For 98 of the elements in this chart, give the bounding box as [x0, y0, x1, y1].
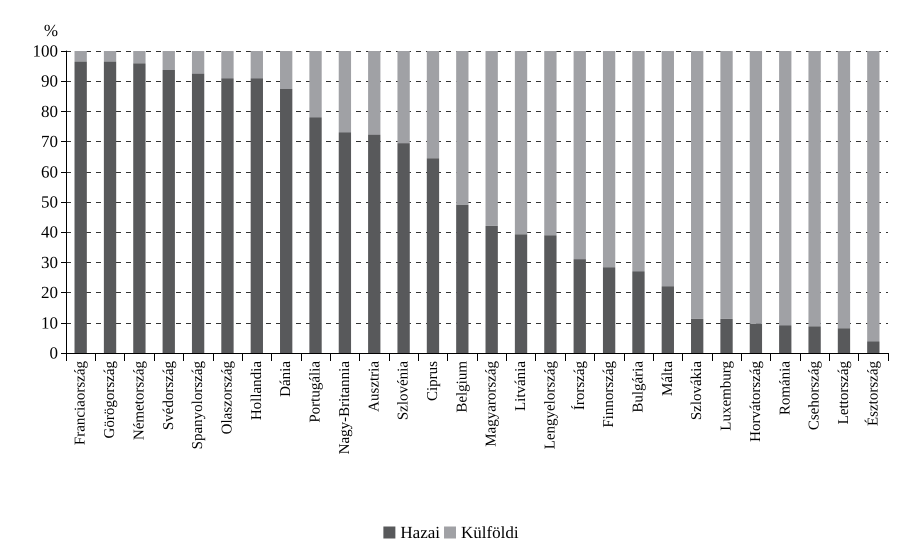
y-tick-label: 50: [41, 192, 58, 212]
x-tick-label: Magyarország: [484, 360, 500, 447]
x-tick-label: Románia: [777, 360, 794, 416]
bar: [691, 318, 704, 353]
x-tick-label: Franciaország: [72, 360, 89, 446]
bar: [779, 326, 792, 353]
x-tick-label: Németország: [131, 360, 148, 440]
x-tick-label: Ciprus: [424, 360, 441, 402]
x-tick-label: Litvánia: [513, 360, 530, 411]
x-tick-label: Szlovákia: [689, 360, 706, 420]
bar: [514, 234, 528, 353]
y-tick-label: 10: [41, 313, 58, 332]
bar: [397, 51, 410, 144]
x-tick-label: Nagy-Britannia: [336, 360, 353, 454]
y-tick-label: 80: [41, 102, 58, 121]
bar: [750, 324, 762, 353]
bar: [280, 51, 292, 90]
x-tick-label: Finnország: [601, 360, 618, 428]
bar: [104, 51, 116, 62]
bar: [456, 51, 468, 205]
bar: [192, 51, 204, 74]
bar: [162, 70, 175, 353]
bar: [133, 51, 146, 64]
bar: [426, 158, 440, 353]
x-tick-label: Szlovénia: [396, 360, 412, 420]
x-tick-label: Észtország: [864, 360, 882, 426]
bar: [750, 51, 762, 324]
bar: [221, 78, 234, 353]
bar: [74, 51, 87, 62]
x-tick-label: Ausztria: [366, 360, 382, 412]
x-tick-label: Spanyolország: [190, 360, 206, 450]
bar: [397, 143, 410, 353]
bar: [544, 235, 557, 353]
bar: [779, 51, 792, 326]
bar: [602, 51, 616, 268]
bar: [514, 51, 528, 234]
x-tick-label: Olaszország: [219, 360, 236, 434]
bar: [632, 51, 645, 272]
bar: [338, 132, 352, 353]
bar: [720, 318, 733, 353]
x-tick-label: Lengyelország: [542, 360, 558, 450]
legend-label: Hazai: [400, 523, 440, 542]
legend-label: Külföldi: [461, 523, 519, 542]
x-tick-label: Belgium: [454, 360, 470, 413]
x-tick-label: Hollandia: [248, 360, 265, 420]
y-tick-label: 90: [41, 72, 58, 91]
x-tick-label: Dánia: [278, 360, 294, 397]
y-tick-label: 100: [32, 42, 58, 60]
bar: [133, 63, 146, 353]
x-tick-label: Málta: [660, 360, 676, 396]
bar: [192, 74, 204, 353]
bar: [309, 117, 322, 353]
x-tick-label: Luxemburg: [718, 360, 735, 431]
x-tick-label: Lettország: [836, 360, 852, 424]
bar: [691, 51, 704, 319]
x-tick-label: Portugália: [308, 360, 324, 423]
y-tick-label: 60: [41, 162, 58, 182]
x-tick-label: Görögország: [102, 360, 118, 438]
bar: [221, 51, 234, 78]
bar: [456, 204, 468, 353]
bar: [309, 51, 322, 118]
x-tick-label: Csehország: [806, 360, 823, 430]
y-tick-label: 0: [50, 344, 58, 362]
bar: [368, 51, 380, 135]
bar: [867, 51, 880, 342]
bar: [632, 271, 645, 353]
bar: [544, 51, 557, 236]
bar: [867, 342, 880, 353]
x-tick-label: Horvátország: [748, 360, 764, 442]
bar: [838, 328, 850, 353]
bar: [720, 51, 733, 319]
bar: [808, 51, 821, 326]
bar: [162, 51, 175, 70]
bar: [368, 134, 380, 353]
bar: [426, 51, 440, 158]
y-tick-label: 40: [41, 222, 58, 242]
bar: [662, 286, 674, 353]
y-tick-label: 70: [41, 132, 58, 152]
bar: [250, 78, 263, 353]
bar: [338, 51, 352, 133]
bar: [486, 51, 498, 226]
bar: [602, 268, 616, 353]
bar: [808, 326, 821, 353]
bar: [74, 62, 87, 353]
y-axis-title: %: [44, 21, 58, 40]
bar: [104, 62, 116, 353]
bar: [250, 51, 263, 78]
bar: [662, 51, 674, 287]
bar: [838, 51, 850, 328]
x-tick-label: Bulgária: [630, 360, 646, 413]
x-tick-label: Svédország: [160, 360, 177, 430]
bar: [486, 226, 498, 353]
y-tick-label: 20: [41, 283, 58, 302]
bar: [574, 51, 586, 260]
bar: [280, 89, 292, 353]
bar: [574, 259, 586, 353]
y-tick-label: 30: [41, 252, 58, 272]
x-tick-label: Írország: [570, 360, 588, 410]
